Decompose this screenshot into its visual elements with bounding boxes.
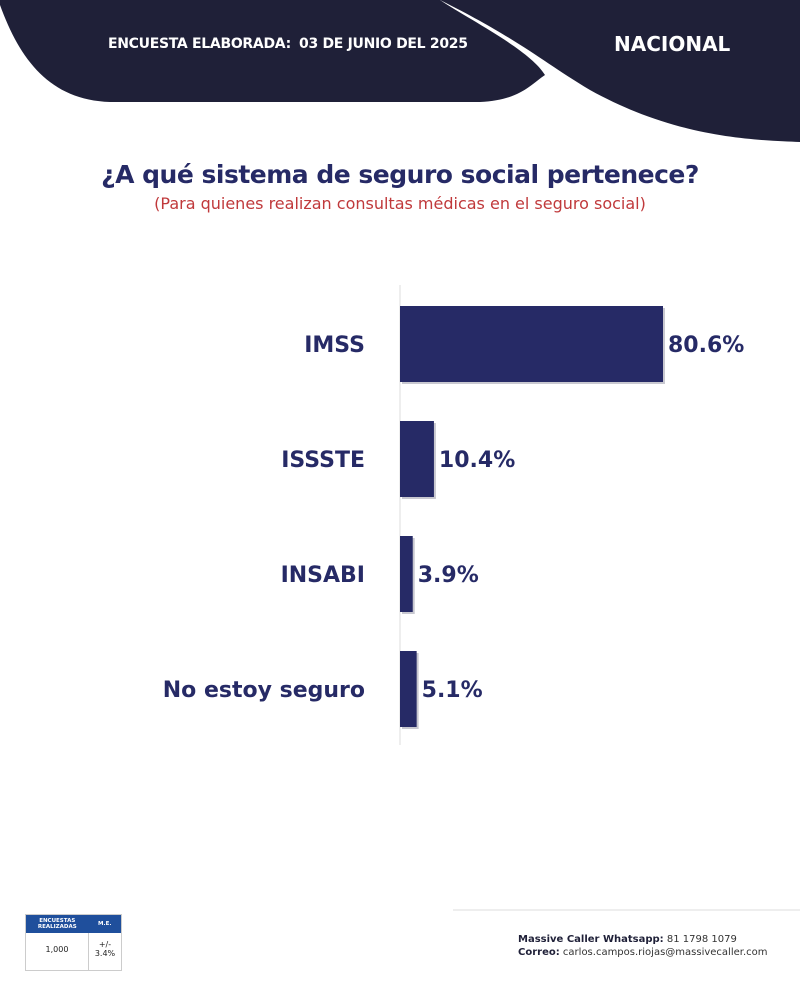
survey-label: ENCUESTA ELABORADA: bbox=[108, 36, 291, 52]
survey-date: 03 DE JUNIO DEL 2025 bbox=[299, 36, 468, 52]
surveys-header: ENCUESTAS REALIZADAS bbox=[25, 914, 89, 933]
whatsapp-value: 81 1798 1079 bbox=[666, 934, 737, 945]
category-label: No estoy seguro bbox=[163, 678, 365, 703]
bar-chart: IMSS 80.6% ISSSTE 10.4% INSABI 3.9% No estoy s… bbox=[163, 285, 744, 745]
bar bbox=[400, 536, 413, 612]
bar bbox=[400, 651, 417, 727]
value-label: 10.4% bbox=[439, 448, 515, 473]
email-value: carlos.campos.riojas@massivecaller.com bbox=[562, 947, 768, 958]
chart-subtitle: (Para quienes realizan consultas médicas… bbox=[154, 194, 646, 213]
bar bbox=[400, 421, 434, 497]
stats-table: ENCUESTAS REALIZADAS M.E. 1,000 +/- 3.4% bbox=[25, 914, 122, 971]
whatsapp-label: Massive Caller Whatsapp: bbox=[518, 934, 664, 945]
surveys-value: 1,000 bbox=[45, 944, 69, 954]
value-label: 80.6% bbox=[668, 333, 744, 358]
category-label: IMSS bbox=[304, 333, 365, 358]
contact-info: Massive Caller Whatsapp: 81 1798 1079 Co… bbox=[518, 933, 768, 959]
me-value: +/- 3.4% bbox=[88, 933, 122, 971]
value-label: 5.1% bbox=[422, 678, 483, 703]
category-label: INSABI bbox=[281, 563, 365, 588]
value-label: 3.9% bbox=[418, 563, 479, 588]
email-label: Correo: bbox=[518, 947, 560, 958]
header-shape-left bbox=[0, 0, 545, 102]
region-label: NACIONAL bbox=[614, 32, 731, 56]
footer-divider bbox=[453, 909, 800, 911]
header-shape-right bbox=[440, 0, 800, 142]
header-background bbox=[0, 0, 800, 142]
chart-title: ¿A qué sistema de seguro social pertenec… bbox=[101, 160, 699, 189]
category-label: ISSSTE bbox=[281, 448, 365, 473]
me-header: M.E. bbox=[88, 914, 122, 933]
bar bbox=[400, 306, 663, 382]
